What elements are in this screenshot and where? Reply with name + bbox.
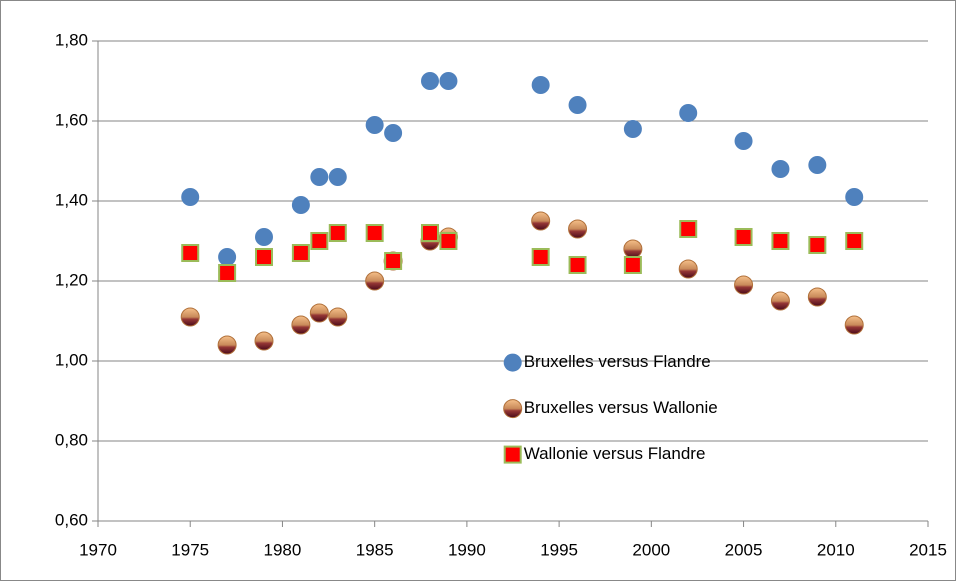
marker-sphere — [180, 307, 200, 327]
marker-square — [291, 244, 310, 262]
x-tick-label: 2005 — [725, 540, 763, 559]
x-tick-label: 1995 — [540, 540, 578, 559]
marker-sphere — [503, 399, 523, 419]
y-tick-label: 1,00 — [55, 350, 88, 369]
marker-sphere — [770, 291, 790, 311]
y-tick-label: 0,60 — [55, 510, 88, 529]
marker-sphere — [328, 307, 348, 327]
marker-sphere — [254, 331, 274, 351]
marker-circle — [439, 72, 458, 90]
marker-square — [310, 232, 329, 250]
x-tick-label: 1975 — [171, 540, 209, 559]
marker-sphere — [217, 335, 237, 355]
legend-label: Bruxelles versus Wallonie — [524, 398, 718, 417]
marker-circle — [623, 120, 642, 138]
marker-circle — [328, 168, 347, 186]
x-tick-label: 2010 — [817, 540, 855, 559]
marker-circle — [568, 96, 587, 114]
marker-circle — [421, 72, 439, 90]
marker-square — [771, 232, 790, 250]
x-tick-label: 1980 — [264, 540, 302, 559]
marker-sphere — [568, 219, 588, 239]
y-tick-label: 1,60 — [55, 110, 88, 129]
marker-square — [384, 252, 403, 270]
marker-square — [365, 224, 384, 242]
x-tick-label: 1990 — [448, 540, 486, 559]
marker-circle — [531, 76, 550, 94]
marker-circle — [255, 228, 273, 246]
marker-square — [421, 224, 439, 242]
marker-sphere — [807, 287, 827, 307]
marker-square — [679, 220, 698, 238]
y-tick-label: 1,20 — [55, 270, 88, 289]
marker-circle — [679, 104, 698, 122]
y-tick-label: 1,40 — [55, 190, 88, 209]
marker-circle — [218, 248, 237, 266]
marker-square — [845, 232, 864, 250]
marker-circle — [808, 156, 827, 174]
y-tick-label: 1,80 — [55, 30, 88, 49]
marker-square — [623, 256, 642, 274]
y-tick-label: 0,80 — [55, 430, 88, 449]
x-tick-label: 2000 — [632, 540, 670, 559]
marker-circle — [291, 196, 310, 214]
marker-sphere — [291, 315, 311, 335]
marker-square — [255, 248, 273, 266]
marker-circle — [365, 116, 384, 134]
marker-square — [568, 256, 587, 274]
x-tick-label: 2015 — [909, 540, 947, 559]
x-tick-label: 1970 — [79, 540, 117, 559]
legend-label: Wallonie versus Flandre — [524, 444, 706, 463]
marker-sphere — [623, 239, 643, 259]
marker-square — [218, 264, 237, 282]
legend-label: Bruxelles versus Flandre — [524, 352, 711, 371]
marker-square — [328, 224, 347, 242]
marker-circle — [181, 188, 200, 206]
marker-square — [503, 445, 522, 464]
marker-square — [439, 232, 458, 250]
marker-circle — [310, 168, 329, 186]
marker-sphere — [844, 315, 864, 335]
marker-circle — [771, 160, 790, 178]
marker-square — [531, 248, 550, 266]
marker-square — [808, 236, 827, 254]
marker-sphere — [678, 259, 698, 279]
marker-sphere — [531, 211, 551, 231]
marker-sphere — [309, 303, 329, 323]
marker-square — [734, 228, 753, 246]
marker-circle — [384, 124, 403, 142]
marker-sphere — [365, 271, 385, 291]
marker-sphere — [734, 275, 754, 295]
marker-square — [181, 244, 200, 262]
marker-circle — [503, 353, 522, 372]
x-tick-label: 1985 — [356, 540, 394, 559]
marker-circle — [734, 132, 753, 150]
marker-circle — [845, 188, 864, 206]
